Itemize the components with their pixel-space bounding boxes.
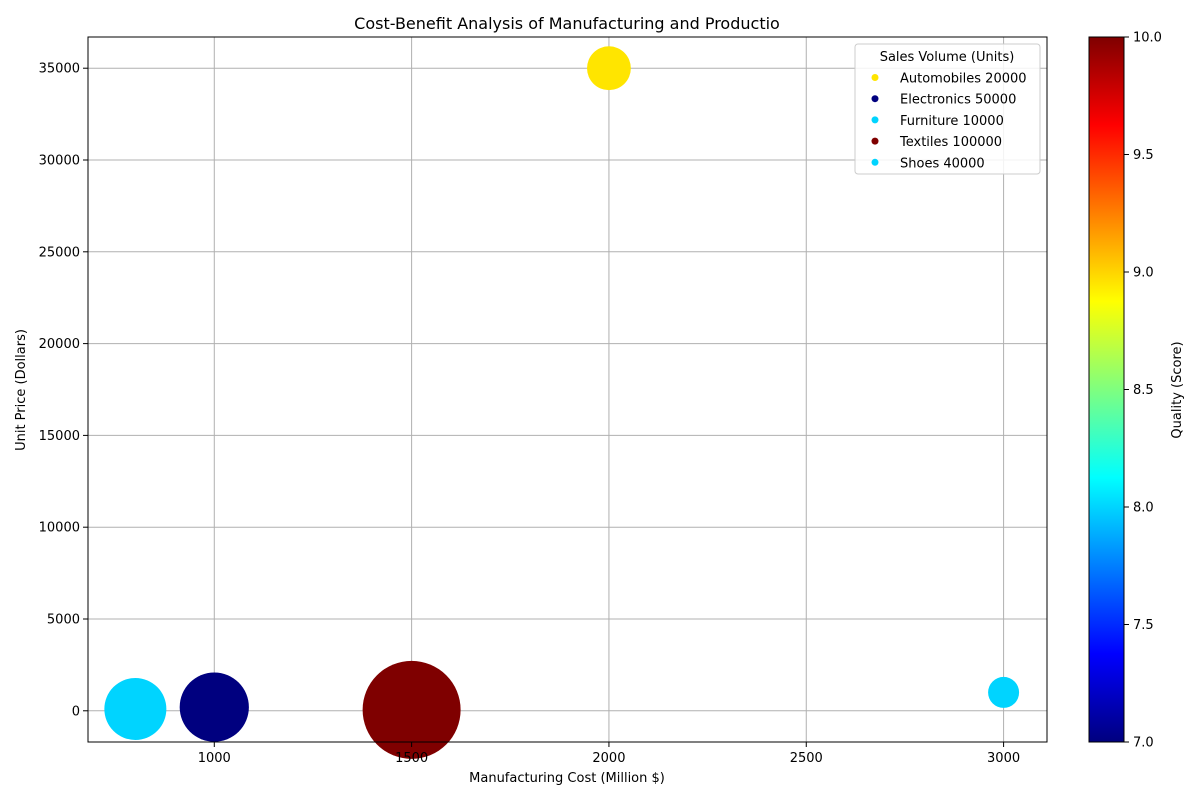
colorbar-tick-label: 9.5 — [1133, 148, 1154, 163]
legend-marker — [871, 74, 879, 81]
y-tick-label: 10000 — [39, 521, 80, 536]
legend-marker — [871, 116, 879, 124]
colorbar-tick-label: 7.0 — [1133, 736, 1154, 751]
legend-entry-furniture: Furniture 10000 — [900, 114, 1004, 129]
legend-entry-automobiles: Automobiles 20000 — [900, 72, 1027, 87]
legend-title: Sales Volume (Units) — [880, 50, 1015, 65]
colorbar-label: Quality (Score) — [1170, 341, 1185, 438]
bubble-automobiles — [587, 46, 631, 91]
x-tick-label: 3000 — [987, 751, 1020, 766]
y-axis-label: Unit Price (Dollars) — [14, 329, 29, 451]
colorbar-tick-label: 8.5 — [1133, 383, 1154, 398]
colorbar-ticks: 7.0 7.5 8.0 8.5 9.0 9.5 10.0 — [1124, 31, 1162, 751]
legend: Sales Volume (Units) Automobiles 20000 El… — [854, 43, 1041, 175]
colorbar-tick-label: 8.0 — [1133, 501, 1154, 516]
colorbar-gradient — [1088, 36, 1125, 743]
colorbar-tick-label: 7.5 — [1133, 618, 1154, 633]
legend-entry-shoes: Shoes 40000 — [900, 156, 985, 171]
colorbar-tick-label: 10.0 — [1133, 31, 1162, 46]
ticks-layer: 1000 1500 2000 2500 300005000100001500020000… — [39, 62, 1020, 766]
bubble-textiles — [362, 660, 461, 759]
bubble-furniture — [988, 676, 1020, 708]
x-tick-label: 2000 — [592, 751, 625, 766]
colorbar: 7.0 7.5 8.0 8.5 9.0 9.5 10.0 Quality (Score) — [1088, 31, 1185, 751]
bubble-electronics — [179, 672, 249, 742]
x-axis-label: Manufacturing Cost (Million $) — [469, 771, 665, 786]
y-tick-label: 35000 — [39, 62, 80, 77]
legend-marker — [871, 95, 879, 103]
plot-frame — [87, 36, 1048, 743]
y-tick-label: 30000 — [39, 154, 80, 169]
colorbar-tick-label: 9.0 — [1133, 266, 1154, 281]
x-tick-label: 1000 — [198, 751, 231, 766]
legend-marker — [871, 137, 879, 145]
legend-entry-textiles: Textiles 100000 — [899, 135, 1002, 150]
y-tick-label: 15000 — [39, 429, 80, 444]
y-tick-label: 20000 — [39, 337, 80, 352]
legend-entry-electronics: Electronics 50000 — [900, 93, 1016, 108]
points-layer — [104, 46, 1020, 759]
legend-marker — [871, 158, 879, 166]
y-tick-label: 25000 — [39, 245, 80, 260]
bubble-shoes — [104, 677, 167, 740]
y-tick-label: 0 — [72, 704, 80, 719]
x-tick-label: 1500 — [395, 751, 428, 766]
legend-entries: Automobiles 20000 Electronics 50000 Furnit… — [871, 72, 1027, 171]
chart-title: Cost-Benefit Analysis of Manufacturing a… — [354, 14, 780, 33]
x-tick-label: 2500 — [790, 751, 823, 766]
y-tick-label: 5000 — [47, 612, 80, 627]
legend-box — [854, 43, 1041, 175]
